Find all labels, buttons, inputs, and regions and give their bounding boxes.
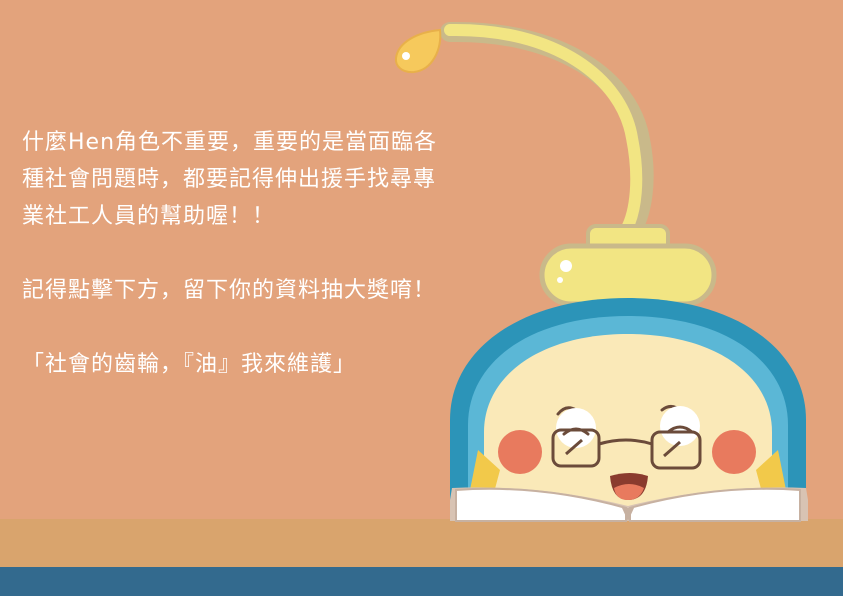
character-body: [450, 298, 806, 519]
open-book: [450, 487, 808, 522]
lamp-head: [539, 224, 717, 307]
message-text-block: 什麼Hen角色不重要，重要的是當面臨各 種社會問題時，都要記得伸出援手找尋專 業…: [22, 124, 502, 383]
call-to-action-text: 記得點擊下方，留下你的資料抽大獎唷！: [22, 278, 437, 303]
desk: [0, 519, 843, 567]
message-line-2: 種社會問題時，都要記得伸出援手找尋專: [22, 167, 437, 192]
message-line-1: 什麼Hen角色不重要，重要的是當面臨各: [22, 130, 438, 155]
oil-drop-icon: [394, 28, 442, 74]
right-cheek: [712, 430, 756, 474]
mouth: [610, 473, 648, 500]
slogan-text: 「社會的齒輪，『油』我來維護」: [22, 352, 357, 377]
lamp-arm: [440, 21, 654, 242]
left-cheek: [498, 430, 542, 474]
message-line-3: 業社工人員的幫助喔！！: [22, 204, 276, 229]
glasses-icon: [551, 428, 702, 470]
floor-strip: [0, 567, 843, 596]
